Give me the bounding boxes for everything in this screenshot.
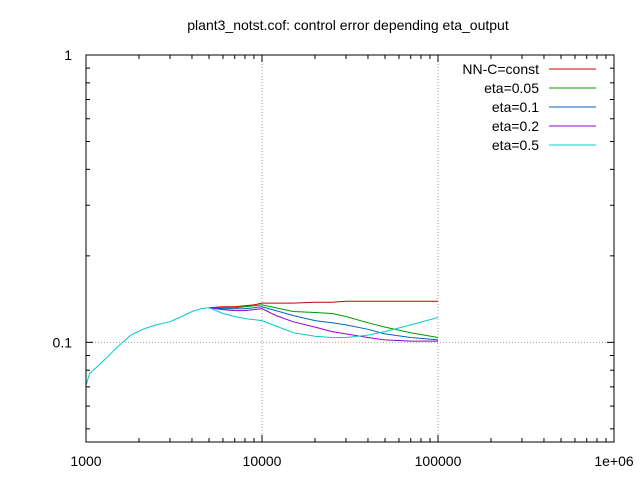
grid [86, 55, 614, 442]
legend-label: eta=0.05 [484, 80, 539, 96]
series-line-eta-0-1 [208, 306, 439, 341]
x-tick-label: 1e+06 [594, 453, 634, 469]
series-line-nn-c-const [208, 300, 438, 309]
series-lines [85, 300, 439, 386]
legend-label: eta=0.1 [492, 99, 539, 115]
x-tick-label: 10000 [243, 453, 282, 469]
y-tick-label: 0.1 [53, 334, 73, 350]
tick-labels: 1000 10000 100000 1e+06 0.1 1 [53, 47, 634, 469]
plot-frame [85, 54, 615, 443]
chart-title: plant3_notst.cof: control error dependin… [187, 17, 509, 33]
series-line-eta-0-05 [209, 304, 439, 338]
legend: NN-C=const eta=0.05 eta=0.1 eta=0.2 eta=0.5 [462, 61, 596, 153]
x-tick-label: 1000 [70, 453, 101, 469]
legend-label: eta=0.5 [492, 137, 539, 153]
y-tick-label: 1 [64, 47, 72, 63]
x-tick-label: 100000 [415, 453, 462, 469]
series-line-eta-0-2 [208, 307, 438, 342]
legend-label: NN-C=const [462, 61, 539, 77]
legend-label: eta=0.2 [492, 118, 539, 134]
series-line-eta-0-5 [85, 307, 439, 386]
